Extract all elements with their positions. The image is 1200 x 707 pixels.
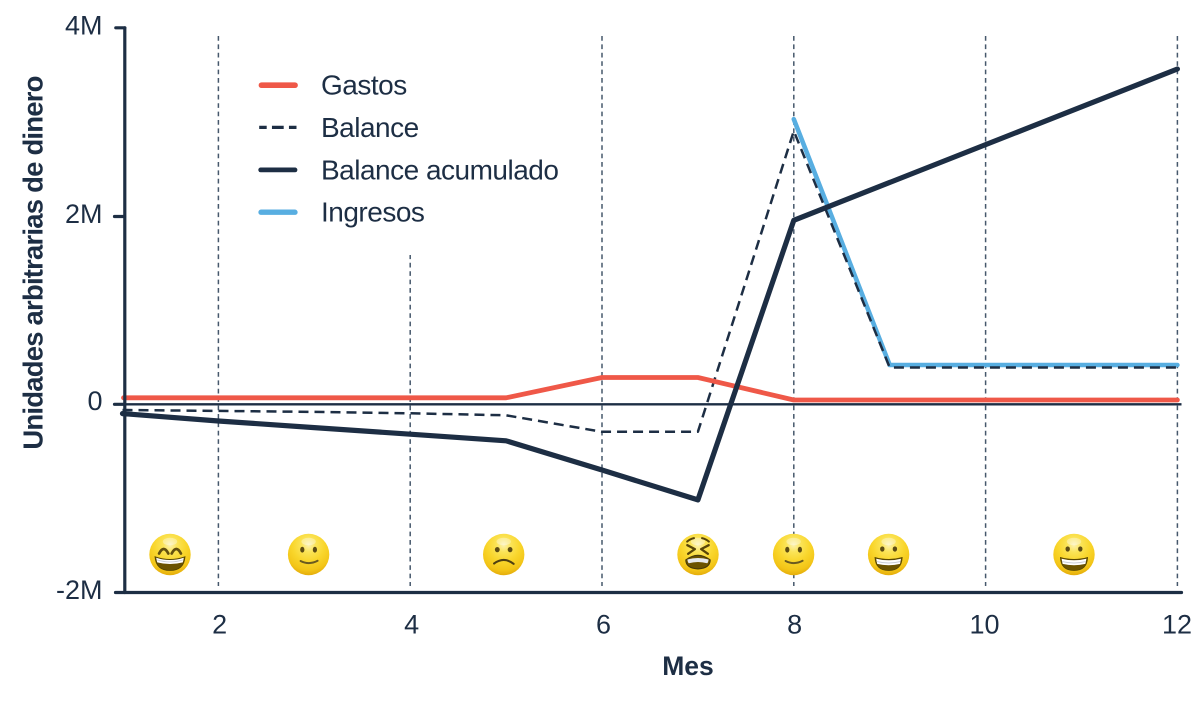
- svg-text:2M: 2M: [65, 199, 103, 229]
- svg-text:10: 10: [969, 610, 999, 640]
- svg-text:Balance: Balance: [321, 112, 419, 143]
- svg-text:-2M: -2M: [56, 575, 103, 605]
- svg-text:2: 2: [212, 610, 227, 640]
- svg-text:Balance acumulado: Balance acumulado: [321, 154, 558, 185]
- svg-text:Unidades arbitrarias de dinero: Unidades arbitrarias de dinero: [18, 76, 49, 449]
- svg-text:4M: 4M: [65, 11, 103, 41]
- svg-text:8: 8: [787, 610, 802, 640]
- svg-text:0: 0: [87, 386, 102, 416]
- svg-text:6: 6: [596, 610, 611, 640]
- svg-text:12: 12: [1162, 610, 1192, 640]
- svg-text:Ingresos: Ingresos: [321, 197, 424, 228]
- svg-text:Gastos: Gastos: [321, 70, 407, 101]
- svg-text:Mes: Mes: [662, 651, 714, 681]
- svg-text:4: 4: [404, 610, 419, 640]
